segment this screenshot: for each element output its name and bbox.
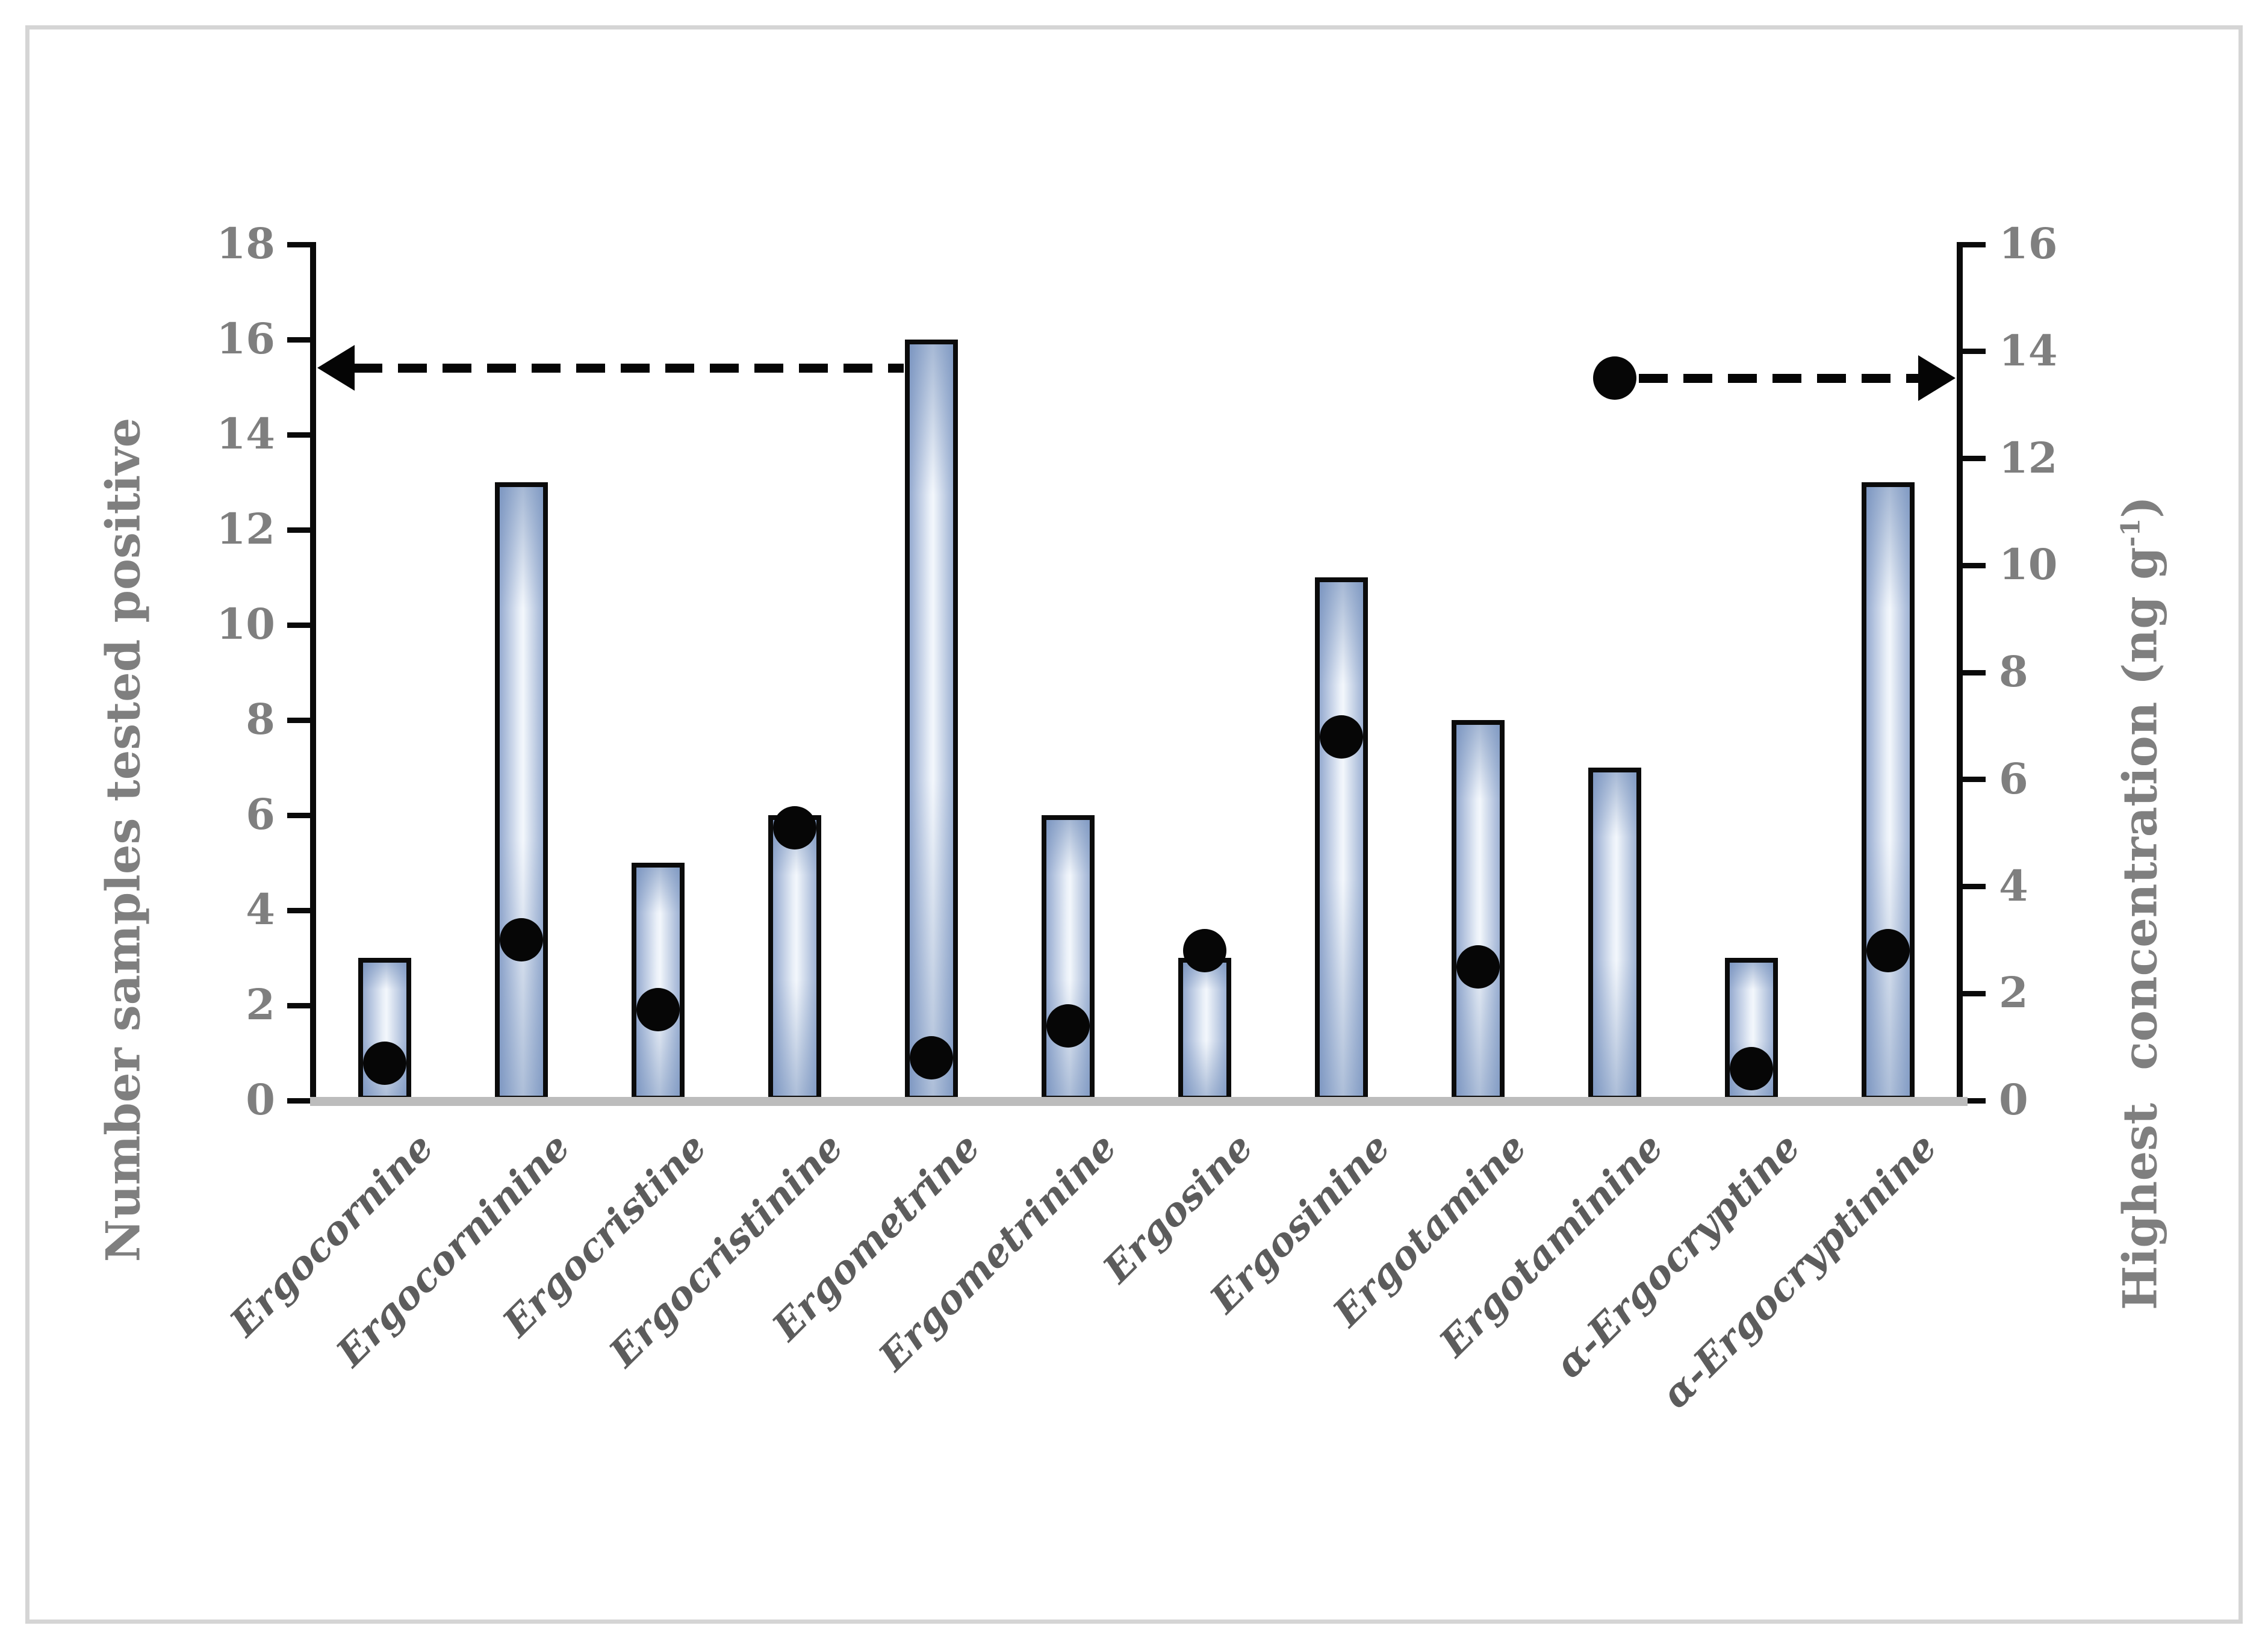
point-Ergometrine — [910, 1036, 953, 1079]
left-axis-tick-label-2: 2 — [246, 980, 275, 1029]
left-axis-tick-label-14: 14 — [216, 409, 275, 459]
point-Ergocorninine — [500, 918, 543, 961]
figure-border — [25, 25, 2243, 1624]
right-axis-tick-label-4: 4 — [1999, 861, 2028, 911]
left-axis-tick-0 — [287, 1098, 310, 1104]
left-axis-tick-label-12: 12 — [216, 504, 275, 554]
point-Ergocornine — [363, 1042, 406, 1085]
right-axis-tick-label-6: 6 — [1999, 754, 2028, 804]
bar-Ergometrine — [905, 340, 958, 1101]
point-Ergometrinine — [1046, 1004, 1090, 1048]
category-label-Ergometrinine: Ergometrinine — [870, 1125, 1126, 1380]
left-axis-tick-10 — [287, 623, 310, 628]
right-axis-tick-label-12: 12 — [1999, 433, 2058, 483]
bar-Ergosine — [1178, 958, 1231, 1101]
left-axis-tick-label-10: 10 — [216, 599, 275, 649]
right-axis-tick-10 — [1963, 563, 1986, 568]
right-axis-tick-8 — [1963, 670, 1986, 675]
dashed-arrow-left-line — [353, 364, 904, 373]
bar-α-Ergocryptinine — [1862, 482, 1915, 1101]
right-axis-tick-12 — [1963, 456, 1986, 461]
left-axis-tick-12 — [287, 527, 310, 533]
point-Ergosine — [1183, 929, 1226, 972]
dashed-arrow-right-line — [1639, 374, 1918, 383]
right-axis-tick-0 — [1963, 1098, 1986, 1104]
right-axis-tick-label-0: 0 — [1999, 1075, 2028, 1125]
x-axis-baseline — [310, 1097, 1968, 1106]
bar-Ergosinine — [1315, 577, 1368, 1101]
category-label-Ergocorninine: Ergocorninine — [328, 1125, 579, 1376]
category-label-α-Ergocryptinine: α-Ergocryptinine — [1653, 1125, 1946, 1418]
right-axis-tick-label-8: 8 — [1999, 647, 2028, 697]
left-axis-tick-label-6: 6 — [246, 789, 275, 839]
bar-Ergotaminine — [1588, 768, 1641, 1101]
left-axis-tick-6 — [287, 813, 310, 818]
bar-Ergometrinine — [1042, 815, 1095, 1101]
bar-Ergocorninine — [495, 482, 548, 1101]
left-axis-tick-label-18: 18 — [216, 219, 275, 269]
left-axis-tick-label-8: 8 — [246, 694, 275, 744]
category-label-Ergocristinine: Ergocristinine — [600, 1125, 853, 1376]
point-Ergosinine — [1320, 715, 1363, 759]
left-axis-tick-label-4: 4 — [246, 884, 275, 934]
point-Ergotamine — [1456, 945, 1500, 989]
left-axis-tick-8 — [287, 718, 310, 723]
right-axis-title-text: Highest concentration (ng g — [2113, 547, 2168, 1311]
point-Ergotaminine — [1593, 356, 1636, 400]
right-axis-tick-16 — [1963, 242, 1986, 247]
point-α-Ergocryptine — [1730, 1047, 1773, 1090]
left-axis-tick-18 — [287, 242, 310, 247]
dashed-arrow-left-head — [317, 345, 355, 391]
bar-Ergotamine — [1452, 720, 1505, 1101]
right-axis-title-close: ) — [2113, 495, 2168, 518]
left-axis-tick-label-16: 16 — [216, 314, 275, 364]
category-label-α-Ergocryptine: α-Ergocryptine — [1546, 1125, 1809, 1387]
right-axis-tick-4 — [1963, 884, 1986, 889]
point-Ergocristinine — [773, 806, 816, 849]
right-axis-tick-label-14: 14 — [1999, 326, 2058, 376]
right-axis-tick-label-10: 10 — [1999, 539, 2058, 589]
point-Ergocristine — [636, 988, 680, 1031]
point-α-Ergocryptinine — [1866, 929, 1910, 972]
dashed-arrow-right-head — [1918, 355, 1956, 401]
right-axis-tick-6 — [1963, 777, 1986, 782]
right-axis-tick-2 — [1963, 991, 1986, 996]
left-axis-tick-14 — [287, 432, 310, 438]
left-axis-tick-16 — [287, 337, 310, 343]
left-axis-title: Number samples tested positive — [96, 417, 151, 1262]
left-axis-tick-2 — [287, 1003, 310, 1008]
left-axis-tick-label-0: 0 — [246, 1075, 275, 1125]
right-axis-line — [1957, 242, 1963, 1105]
left-axis-line — [310, 242, 316, 1105]
right-axis-title: Highest concentration (ng g-1) — [2113, 496, 2168, 1310]
left-axis-tick-4 — [287, 908, 310, 913]
right-axis-tick-label-16: 16 — [1999, 219, 2058, 269]
bar-Ergocristine — [632, 863, 685, 1101]
right-axis-tick-label-2: 2 — [1999, 967, 2028, 1017]
right-axis-tick-14 — [1963, 349, 1986, 354]
right-axis-title-superscript: -1 — [2116, 518, 2146, 547]
bar-Ergocristinine — [768, 815, 821, 1101]
